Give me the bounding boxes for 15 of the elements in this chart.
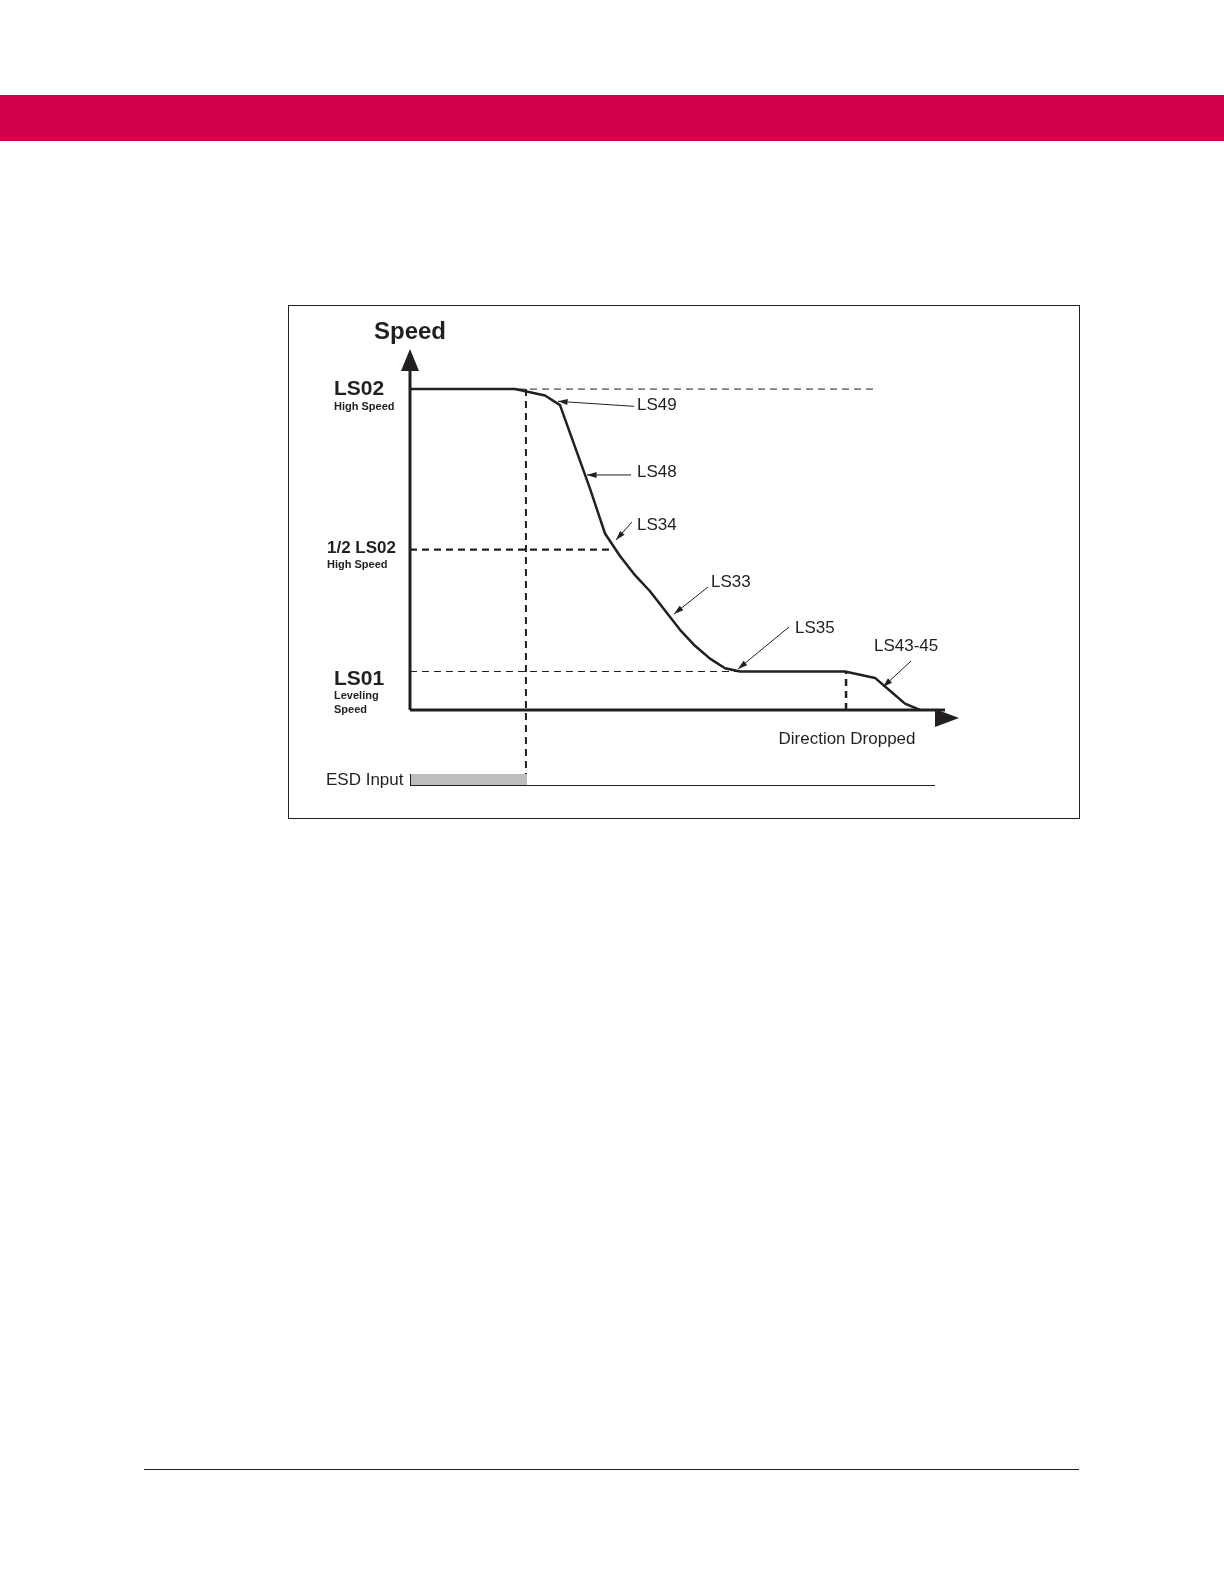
text: ESD Input <box>326 769 404 789</box>
annotation: LS33 <box>711 571 751 591</box>
text: LS02 <box>334 375 385 399</box>
text: High Speed <box>327 558 388 571</box>
x-axis-title: Direction Dropped <box>778 728 916 748</box>
annotation: LS34 <box>637 514 677 534</box>
chart-title: Speed <box>373 316 447 344</box>
annotation: LS35 <box>795 617 835 637</box>
text: 1/2 LS02 <box>327 537 396 557</box>
text: Leveling Speed <box>334 689 379 716</box>
text: High Speed <box>334 400 395 413</box>
annotation: LS49 <box>637 394 677 414</box>
text: LS01 <box>334 665 385 689</box>
annotation: LS48 <box>637 461 677 481</box>
annotation: LS43-45 <box>874 635 939 655</box>
